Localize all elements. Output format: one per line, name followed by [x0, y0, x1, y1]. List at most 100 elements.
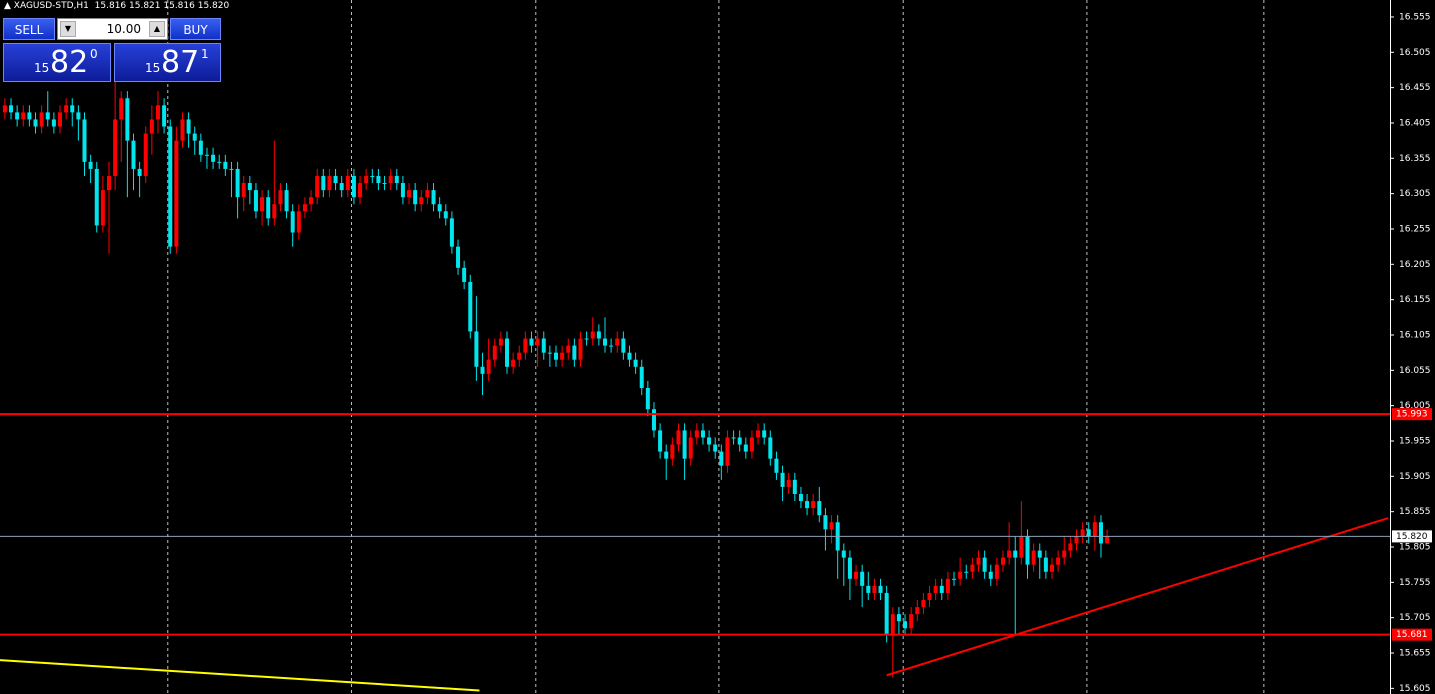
decrease[interactable]: ▼: [60, 21, 76, 37]
candle-body: [474, 331, 479, 367]
candle-body: [737, 437, 742, 445]
volume: 10.00: [106, 22, 141, 36]
candle-body: [633, 359, 638, 367]
price-small: 0: [90, 47, 98, 61]
candle-body: [1037, 550, 1042, 558]
y-tick-label: 16.405: [1399, 118, 1431, 128]
candle-body: [547, 352, 552, 354]
candle-body: [327, 175, 332, 191]
candle-body: [443, 211, 448, 219]
candle-body: [456, 246, 461, 268]
candle-body: [94, 168, 99, 226]
candle-body: [1080, 529, 1085, 537]
y-tick-label: 16.355: [1399, 154, 1431, 164]
candle-body: [70, 105, 75, 113]
candle-body: [211, 154, 216, 162]
candle-body: [33, 119, 38, 127]
y-tick-label: 16.255: [1399, 224, 1431, 234]
candle-body: [302, 204, 307, 212]
price-main: 87: [161, 45, 200, 80]
level-label: 15.993: [1396, 410, 1428, 420]
candle-body: [939, 585, 944, 593]
candle-body: [584, 338, 589, 340]
candle-body: [511, 359, 516, 367]
candle-body: [174, 140, 179, 247]
candle-body: [419, 197, 424, 205]
candle-body: [1025, 536, 1030, 565]
candle-body: [284, 190, 289, 212]
candle-body: [982, 557, 987, 572]
candle-body: [915, 607, 920, 615]
candle-body: [676, 430, 681, 445]
candle-body: [927, 592, 932, 601]
buy-price[interactable]: 15 87 1: [114, 43, 221, 82]
candle-body: [204, 154, 209, 156]
buy-button[interactable]: BUY: [170, 18, 221, 40]
candle-body: [743, 444, 748, 452]
y-tick-label: 15.605: [1399, 684, 1431, 694]
candle-body: [688, 437, 693, 459]
candle-body: [358, 183, 363, 198]
y-tick-label: 15.755: [1399, 578, 1431, 588]
trendline: [0, 659, 480, 692]
candle-body: [523, 338, 528, 353]
symbol: XAGUSD-STD,H1: [13, 1, 89, 11]
candle-body: [860, 571, 865, 586]
candle-body: [1019, 536, 1024, 558]
candle-body: [407, 190, 412, 198]
candle-body: [449, 218, 454, 247]
y-tick-label: 16.055: [1399, 366, 1431, 376]
candle-body: [762, 430, 767, 438]
candle-body: [162, 105, 167, 127]
candle-body: [315, 175, 320, 198]
y-tick-label: 15.705: [1399, 613, 1431, 623]
candle-body: [137, 168, 142, 176]
candle-body: [670, 444, 675, 459]
y-tick-label: 16.155: [1399, 295, 1431, 305]
sell-price[interactable]: 15 82 0: [3, 43, 111, 82]
candle-body: [345, 175, 350, 191]
chart-header: ▲ XAGUSD-STD,H1 15.816 15.821 15.816 15.…: [4, 0, 229, 12]
candle-body: [1056, 557, 1061, 565]
y-tick-label: 16.105: [1399, 330, 1431, 340]
trendline: [886, 517, 1389, 677]
y-tick-label: 16.455: [1399, 83, 1431, 93]
candle-body: [131, 140, 136, 169]
candle-body: [253, 190, 258, 212]
candle-body: [272, 204, 277, 219]
candle-body: [388, 175, 393, 184]
candle-body: [768, 437, 773, 459]
y-tick-label: 15.805: [1399, 543, 1431, 553]
candle-body: [278, 190, 283, 205]
increase[interactable]: ▲: [149, 21, 165, 37]
candle-body: [615, 338, 620, 346]
volume-input[interactable]: ▼ 10.00 ▲: [57, 18, 168, 40]
candle-body: [903, 621, 908, 629]
candle-body: [125, 98, 130, 141]
candle-body: [1049, 564, 1054, 572]
price-tag: [1392, 530, 1432, 543]
candle-body: [823, 515, 828, 530]
candle-body: [609, 345, 614, 347]
candle-body: [958, 571, 963, 579]
candle-body: [21, 112, 26, 120]
candle-body: [229, 168, 234, 170]
candle-body: [235, 168, 240, 198]
candle-body: [976, 557, 981, 565]
candle-body: [382, 183, 387, 185]
candle-body: [39, 112, 44, 127]
candle-body: [296, 211, 301, 233]
candle-body: [394, 175, 399, 184]
candle-body: [1068, 543, 1073, 551]
candle-body: [51, 119, 56, 127]
candle-body: [854, 571, 859, 579]
candle-body: [664, 451, 669, 459]
candle-body: [321, 175, 326, 191]
y-tick-label: 16.505: [1399, 48, 1431, 58]
candle-body: [811, 501, 816, 509]
sell-button[interactable]: SELL: [3, 18, 55, 40]
candle-body: [792, 479, 797, 494]
price-big: 15: [34, 61, 50, 75]
candle-body: [505, 338, 510, 367]
candle-body: [198, 140, 203, 155]
